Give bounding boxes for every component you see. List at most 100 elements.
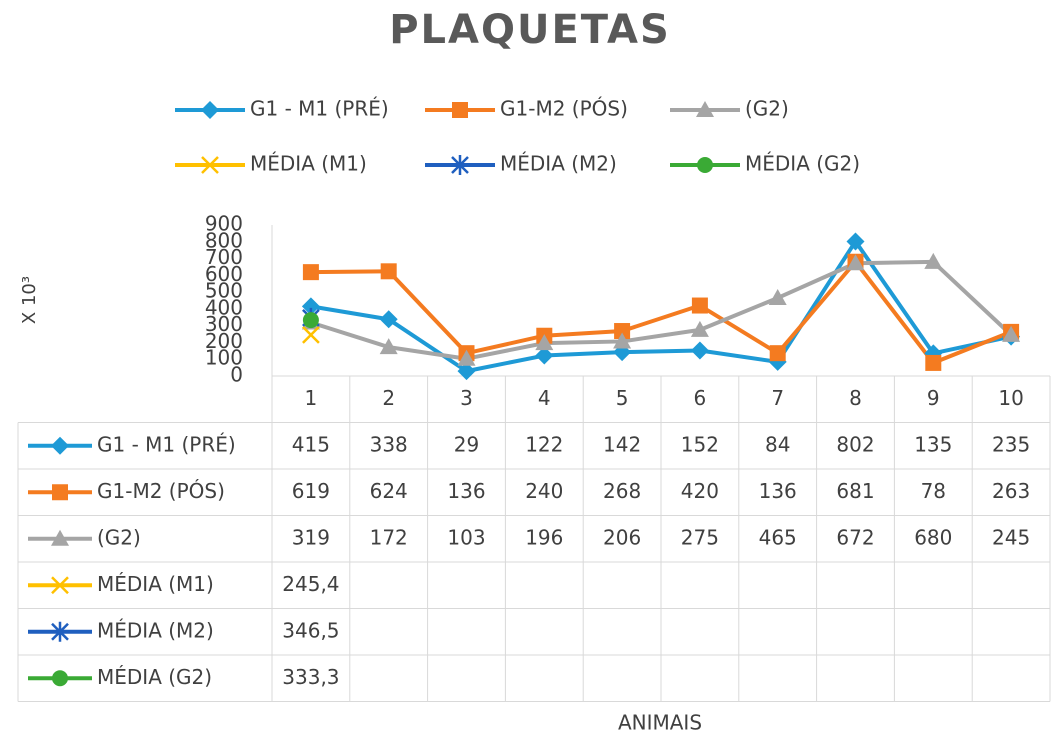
table-cell: 78 [921, 479, 946, 503]
table-row-label: MÉDIA (M1) [97, 572, 214, 596]
marker [690, 341, 709, 360]
marker [457, 362, 476, 381]
x-tick-label: 9 [927, 386, 940, 410]
table-cell: 245 [992, 525, 1030, 549]
table-cell: 420 [681, 479, 719, 503]
table-cell: 136 [447, 479, 485, 503]
x-tick-label: 3 [460, 386, 473, 410]
table-cell: 172 [370, 525, 408, 549]
table-cell: 136 [759, 479, 797, 503]
chart-title: PLAQUETAS [389, 7, 671, 53]
marker [451, 155, 469, 175]
marker [452, 102, 468, 118]
legend-label: MÉDIA (G2) [745, 152, 860, 176]
marker [301, 297, 320, 316]
table-cell: 84 [765, 432, 790, 456]
marker [535, 334, 554, 351]
table-cell: 275 [681, 525, 719, 549]
table-row-label: MÉDIA (M2) [97, 618, 214, 642]
marker [1002, 325, 1021, 342]
series-line [310, 239, 1012, 374]
table-cell: 103 [447, 525, 485, 549]
x-tick-label: 6 [694, 386, 707, 410]
table-cell: 672 [836, 525, 874, 549]
x-tick-label: 2 [382, 386, 395, 410]
table-cell: 240 [525, 479, 563, 503]
table-cell: 802 [836, 432, 874, 456]
table-cell: 681 [836, 479, 874, 503]
marker [769, 345, 786, 362]
marker [302, 325, 320, 344]
y-tick-label: 400 [205, 295, 243, 319]
table-cell: 235 [992, 432, 1030, 456]
table-cell: 263 [992, 479, 1030, 503]
marker [201, 101, 219, 119]
legend-label: G1-M2 (PÓS) [500, 97, 628, 121]
x-tick-label: 8 [849, 386, 862, 410]
marker [691, 297, 708, 314]
table-row-label: MÉDIA (G2) [97, 665, 212, 689]
y-axis-label: X 10³ [19, 276, 40, 324]
marker [302, 312, 319, 329]
legend-label: MÉDIA (M1) [250, 152, 367, 176]
marker [614, 323, 631, 340]
table-cell: 346,5 [282, 618, 339, 642]
marker [52, 484, 68, 501]
marker [924, 252, 943, 269]
marker [690, 320, 709, 337]
marker [457, 349, 476, 366]
y-tick-label: 200 [205, 329, 243, 353]
table-cell: 319 [292, 525, 330, 549]
table-row-label: G1 - M1 (PRÉ) [97, 432, 236, 456]
table-cell: 142 [603, 432, 641, 456]
marker [768, 288, 787, 305]
table-cell: 122 [525, 432, 563, 456]
series-line [310, 259, 1012, 365]
marker [52, 670, 68, 687]
table-cell: 333,3 [282, 665, 339, 689]
table-cell: 415 [292, 432, 330, 456]
table-cell: 206 [603, 525, 641, 549]
marker [302, 264, 319, 281]
marker [201, 156, 219, 174]
marker [535, 346, 554, 365]
legend-label: G1 - M1 (PRÉ) [250, 97, 389, 121]
y-tick-label: 900 [205, 212, 243, 236]
table-cell: 268 [603, 479, 641, 503]
marker [379, 310, 398, 329]
y-tick-label: 300 [205, 312, 243, 336]
marker [846, 232, 865, 251]
x-tick-label: 4 [538, 386, 551, 410]
table-cell: 619 [292, 479, 330, 503]
y-tick-label: 800 [205, 228, 243, 252]
x-axis-label: ANIMAIS [618, 711, 702, 735]
marker [51, 621, 69, 642]
marker [925, 354, 942, 371]
marker [696, 101, 714, 117]
table-cell: 245,4 [282, 572, 339, 596]
table-row-label: (G2) [97, 525, 141, 549]
marker [846, 254, 865, 271]
table-cell: 465 [759, 525, 797, 549]
legend-label: (G2) [745, 97, 789, 121]
table-cell: 196 [525, 525, 563, 549]
table-cell: 680 [914, 525, 952, 549]
marker [51, 576, 69, 595]
marker [613, 332, 632, 349]
table-cell: 152 [681, 432, 719, 456]
series-line [310, 259, 1013, 361]
y-tick-label: 600 [205, 262, 243, 286]
marker [51, 529, 69, 546]
table-cell: 135 [914, 432, 952, 456]
x-tick-label: 1 [305, 386, 318, 410]
y-tick-label: 700 [205, 245, 243, 269]
y-tick-label: 100 [205, 346, 243, 370]
table-row-label: G1-M2 (PÓS) [97, 479, 225, 503]
marker [697, 157, 713, 173]
x-tick-label: 10 [998, 386, 1023, 410]
y-tick-label: 0 [230, 363, 243, 387]
table-cell: 29 [454, 432, 479, 456]
x-tick-label: 7 [771, 386, 784, 410]
table-cell: 624 [370, 479, 408, 503]
